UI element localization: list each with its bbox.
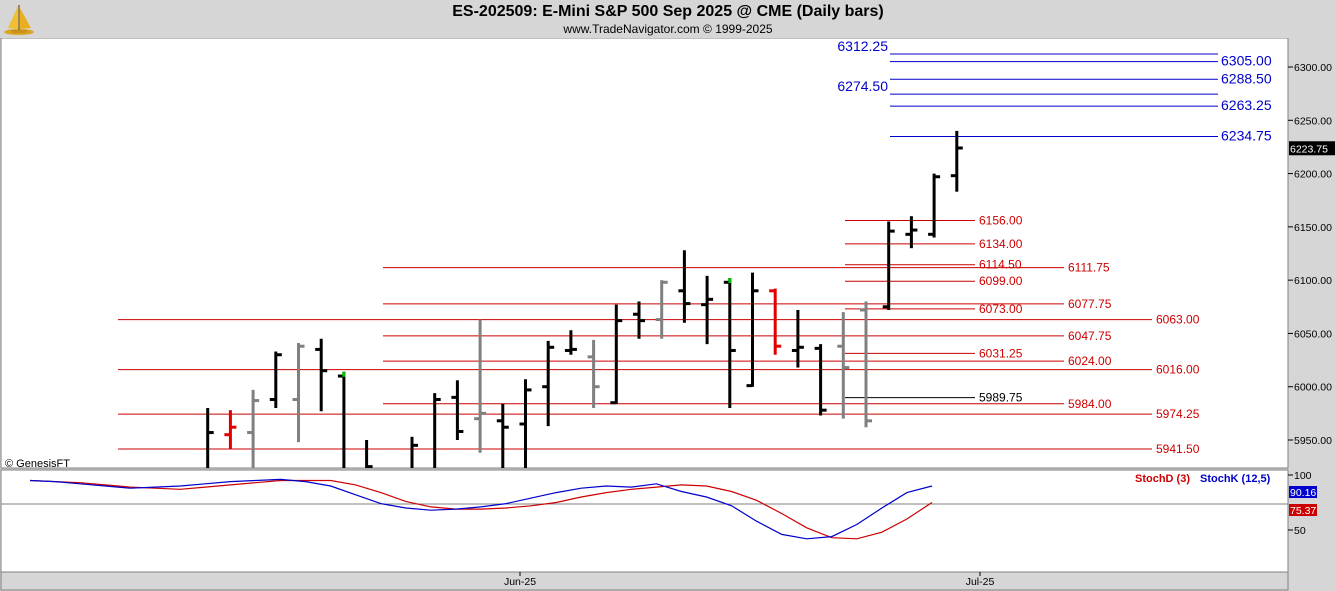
y-tick-label: 6150.00 [1294, 222, 1332, 234]
y-tick-label: 6000.00 [1294, 382, 1332, 394]
ohlc-bar [905, 216, 918, 249]
last-price-box [1289, 141, 1335, 156]
ohlc-bar [950, 130, 963, 192]
level-label: 5984.00 [1068, 397, 1112, 411]
price-chart[interactable]: 6300.00 6250.00 6200.00 6150.00 6100.00 6050.… [0, 38, 1336, 591]
ohlc-bar [655, 280, 668, 339]
x-tick-label: Jun-25 [504, 576, 536, 588]
level-label: 6263.25 [1221, 97, 1272, 113]
price-panel [0, 38, 1289, 469]
stoch-value-label: 90.16 [1290, 487, 1316, 499]
level-label: 6063.00 [1156, 313, 1200, 327]
stoch-value-label: 75.37 [1290, 505, 1316, 517]
level-label: 5941.50 [1156, 442, 1200, 456]
ohlc-bar [410, 436, 418, 468]
ohlc-bar [791, 309, 804, 368]
ohlc-bar [633, 301, 645, 339]
level-label: 6099.00 [979, 274, 1023, 288]
y-tick-label: 6050.00 [1294, 328, 1332, 340]
last-price-label: 6223.75 [1290, 143, 1328, 155]
level-label: 6114.50 [979, 258, 1022, 272]
ohlc-bar [882, 221, 895, 310]
y-tick-label: 6100.00 [1294, 275, 1332, 287]
x-tick-label: Jul-25 [966, 576, 995, 588]
chart-header: ES-202509: E-Mini S&P 500 Sep 2025 @ CME… [0, 0, 1336, 38]
ohlc-bar [723, 278, 736, 409]
ohlc-bar [337, 371, 346, 468]
ohlc-bar [610, 304, 623, 405]
level-label: 5974.25 [1156, 407, 1200, 421]
ohlc-bar [224, 410, 237, 449]
ohlc-bar [206, 408, 214, 468]
level-label: 6111.75 [1068, 261, 1110, 275]
level-label: 6156.00 [979, 213, 1023, 227]
ohlc-bar [519, 379, 532, 468]
legend-stoch-d: StochD (3) [1135, 473, 1190, 485]
level-label: 6016.00 [1156, 363, 1200, 377]
level-label: 6031.25 [979, 346, 1023, 360]
ohlc-bar [814, 344, 827, 416]
level-label: 6024.00 [1068, 354, 1112, 368]
ohlc-bar [587, 339, 600, 409]
stoch-panel [0, 469, 1289, 573]
level-label: 6134.00 [979, 237, 1023, 251]
stoch-d-line [29, 479, 933, 540]
stoch-value-box [1289, 486, 1317, 498]
level-label: 6234.75 [1221, 128, 1272, 144]
ohlc-bar [315, 338, 328, 412]
chart-subtitle: www.TradeNavigator.com © 1999-2025 [563, 22, 773, 36]
stoch-tick-label: 50 [1294, 525, 1306, 537]
ohlc-bar [746, 272, 759, 388]
ohlc-bar [365, 440, 373, 468]
legend-stoch-k: StochK (12,5) [1200, 473, 1271, 485]
y-tick-label: 5950.00 [1294, 435, 1332, 447]
ohlc-bar [269, 351, 282, 409]
price-plot [118, 53, 1218, 468]
ohlc-bar [496, 403, 509, 468]
sailboat-logo-icon [4, 5, 34, 35]
stoch-k-line [29, 478, 933, 540]
ohlc-bar [928, 173, 941, 238]
level-label: 6312.25 [837, 38, 888, 54]
level-label: 6288.50 [1221, 70, 1272, 86]
ohlc-bar [860, 301, 872, 428]
y-tick-label: 6200.00 [1294, 169, 1332, 181]
time-axis [0, 571, 1289, 591]
ohlc-bar [769, 288, 782, 355]
level-label: 6077.75 [1068, 297, 1112, 311]
ohlc-bar [837, 312, 850, 419]
ohlc-bar [451, 380, 464, 440]
y-tick-label: 6300.00 [1294, 62, 1332, 74]
y-tick-label: 6250.00 [1294, 115, 1332, 127]
level-label: 6274.50 [837, 78, 888, 94]
stoch-value-box [1289, 504, 1317, 516]
ohlc-bar [701, 275, 714, 345]
level-label: 5989.75 [979, 391, 1023, 405]
ohlc-bar [542, 340, 555, 427]
ohlc-bar [474, 319, 487, 453]
ohlc-bar [292, 343, 305, 443]
ohlc-bar [433, 393, 441, 468]
level-label: 6305.00 [1221, 53, 1272, 69]
ohlc-bar [678, 250, 691, 323]
level-label: 6073.00 [979, 302, 1023, 316]
ohlc-bar [247, 389, 260, 468]
stoch-tick-label: 100 [1294, 470, 1312, 482]
chart-title: ES-202509: E-Mini S&P 500 Sep 2025 @ CME… [452, 3, 884, 20]
watermark: © GenesisFT [5, 458, 70, 470]
ohlc-bar [564, 330, 577, 355]
level-label: 6047.75 [1068, 329, 1112, 343]
